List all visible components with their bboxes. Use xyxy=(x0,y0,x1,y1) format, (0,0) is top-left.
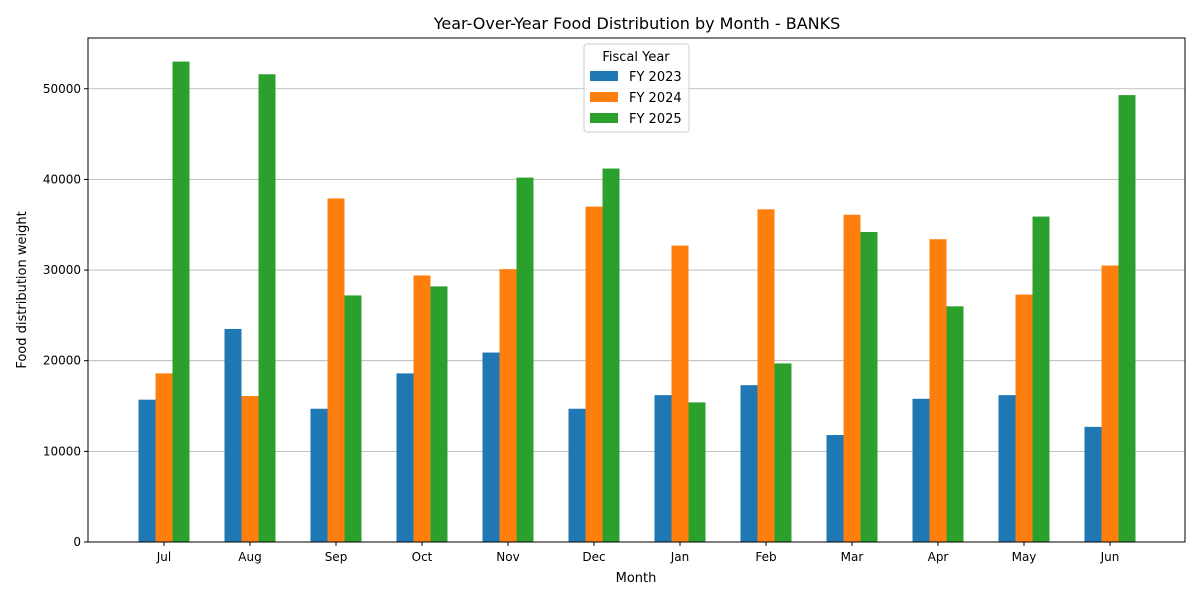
bar-fy-2023-dec xyxy=(568,408,586,542)
bar-fy-2025-may xyxy=(1032,216,1050,542)
bar-fy-2023-mar xyxy=(826,435,844,542)
bar-fy-2024-jun xyxy=(1101,265,1119,542)
bar-fy-2023-aug xyxy=(224,328,242,542)
bar-fy-2025-oct xyxy=(430,286,448,542)
x-tick-label: Nov xyxy=(496,550,519,564)
x-axis-ticks: Jul Aug Sep Oct Nov Dec Jan Feb Mar Apr May Jun xyxy=(156,542,1120,564)
bar-fy-2023-jun xyxy=(1084,426,1102,542)
bar-fy-2025-jun xyxy=(1118,95,1136,542)
legend-swatch xyxy=(590,71,618,81)
x-tick-label: May xyxy=(1012,550,1037,564)
bar-fy-2024-dec xyxy=(585,206,603,542)
bar-fy-2024-jan xyxy=(671,245,689,542)
bar-fy-2024-sep xyxy=(327,198,345,542)
x-tick-label: Dec xyxy=(582,550,605,564)
bar-fy-2025-apr xyxy=(946,306,964,542)
y-tick-label: 30000 xyxy=(43,263,81,277)
x-tick-label: Oct xyxy=(412,550,433,564)
bar-fy-2025-dec xyxy=(602,168,620,542)
bar-fy-2023-jan xyxy=(654,395,672,542)
bar-fy-2024-mar xyxy=(843,214,861,543)
legend-swatch xyxy=(590,113,618,123)
bar-fy-2025-aug xyxy=(258,74,276,542)
x-tick-label: Jun xyxy=(1100,550,1120,564)
y-axis-ticks: 0 10000 20000 30000 40000 50000 xyxy=(43,82,88,549)
x-tick-label: Jan xyxy=(670,550,690,564)
bar-fy-2023-may xyxy=(998,395,1016,542)
y-tick-label: 10000 xyxy=(43,444,81,458)
bar-fy-2024-aug xyxy=(241,396,259,542)
bar-fy-2024-apr xyxy=(929,239,947,542)
bar-fy-2023-jul xyxy=(138,399,156,542)
x-tick-label: Aug xyxy=(238,550,261,564)
plot-frame xyxy=(87,37,1186,543)
y-tick-label: 50000 xyxy=(43,82,81,96)
x-tick-label: Jul xyxy=(156,550,171,564)
legend-entry: FY 2025 xyxy=(629,112,682,127)
y-axis-label: Food distribution weight xyxy=(15,211,30,368)
x-tick-label: Feb xyxy=(755,550,776,564)
bar-fy-2025-sep xyxy=(344,295,362,542)
bar-fy-2024-nov xyxy=(499,269,517,542)
legend-entry: FY 2024 xyxy=(629,91,682,106)
bar-fy-2025-jan xyxy=(688,402,706,542)
x-tick-label: Mar xyxy=(841,550,864,564)
bar-fy-2023-sep xyxy=(310,408,328,542)
x-tick-label: Apr xyxy=(928,550,949,564)
legend-entry: FY 2023 xyxy=(629,70,682,85)
bar-fy-2024-feb xyxy=(757,209,775,543)
x-tick-label: Sep xyxy=(325,550,348,564)
bar-fy-2023-feb xyxy=(740,385,758,542)
bar-fy-2025-feb xyxy=(774,363,792,542)
y-tick-label: 20000 xyxy=(43,354,81,368)
bar-fy-2024-jul xyxy=(155,373,173,542)
legend-box xyxy=(583,43,690,133)
legend: Fiscal Year FY 2023 FY 2024 FY 2025 xyxy=(583,43,690,133)
legend-title: Fiscal Year xyxy=(602,50,670,65)
chart-title: Year-Over-Year Food Distribution by Mont… xyxy=(433,14,841,33)
x-axis-label: Month xyxy=(616,571,657,586)
bar-fy-2023-apr xyxy=(912,398,930,542)
bar-fy-2024-oct xyxy=(413,275,431,542)
bar-fy-2023-oct xyxy=(396,373,414,542)
bar-fy-2023-nov xyxy=(482,352,500,542)
y-tick-label: 0 xyxy=(73,535,81,549)
y-tick-label: 40000 xyxy=(43,172,81,186)
legend-swatch xyxy=(590,92,618,102)
bar-fy-2025-mar xyxy=(860,231,878,543)
bar-fy-2025-nov xyxy=(516,177,534,543)
bar-fy-2025-jul xyxy=(172,61,190,542)
bars xyxy=(138,61,1136,543)
bar-fy-2024-may xyxy=(1015,294,1033,542)
